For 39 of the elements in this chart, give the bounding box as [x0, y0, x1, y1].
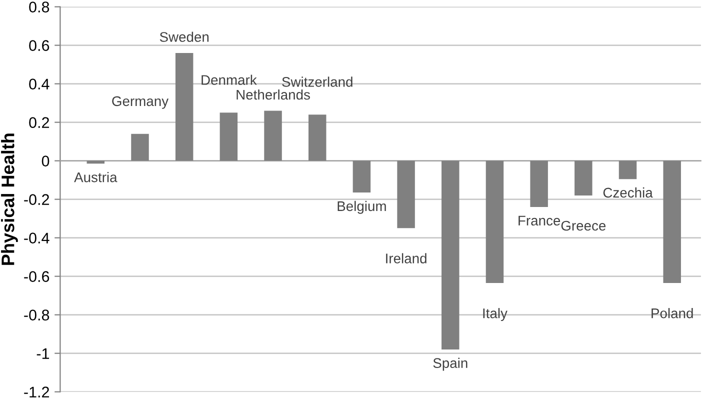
- y-tick-label: -0.6: [24, 271, 50, 282]
- y-tick-label: 0.4: [29, 78, 50, 90]
- bar: [308, 114, 326, 161]
- bar: [397, 160, 415, 228]
- y-tick-label: -0.8: [24, 310, 50, 320]
- x-tick-label: France: [518, 216, 560, 226]
- y-tick-label: -1.2: [24, 386, 49, 398]
- x-tick-label: Italy: [483, 308, 508, 321]
- y-tick-label: 0: [42, 156, 50, 166]
- bar: [530, 160, 548, 207]
- bar: [175, 52, 194, 161]
- bar: [352, 160, 371, 193]
- y-tick-label: -0.2: [24, 194, 49, 205]
- y-axis-title: Physical Health: [1, 134, 18, 265]
- y-tick-label: 0.8: [29, 2, 50, 12]
- y-tick-label: 0.2: [29, 117, 49, 128]
- x-tick-label: Sweden: [160, 32, 209, 42]
- bar: [618, 160, 637, 180]
- x-tick-label: Spain: [433, 358, 468, 371]
- x-tick-label: Switzerland: [282, 76, 352, 87]
- x-tick-label: Netherlands: [236, 89, 310, 100]
- bar: [442, 160, 460, 350]
- x-tick-label: Ireland: [386, 253, 426, 264]
- y-tick-label: -0.4: [24, 232, 50, 244]
- y-tick-label: -1: [36, 348, 50, 359]
- x-tick-label: Poland: [652, 308, 693, 318]
- y-tick-label: 0.6: [29, 40, 50, 51]
- x-tick-label: Denmark: [202, 74, 257, 85]
- bar: [486, 160, 504, 284]
- bar: [663, 160, 681, 284]
- x-tick-label: Austria: [74, 172, 118, 182]
- x-tick-label: Belgium: [338, 200, 386, 214]
- x-tick-label: Germany: [112, 96, 169, 109]
- x-tick-label: Czechia: [603, 187, 653, 198]
- x-tick-label: Greece: [561, 220, 606, 231]
- bar: [574, 160, 592, 196]
- bar: [220, 112, 238, 161]
- bar: [264, 110, 282, 161]
- bar: [131, 134, 149, 161]
